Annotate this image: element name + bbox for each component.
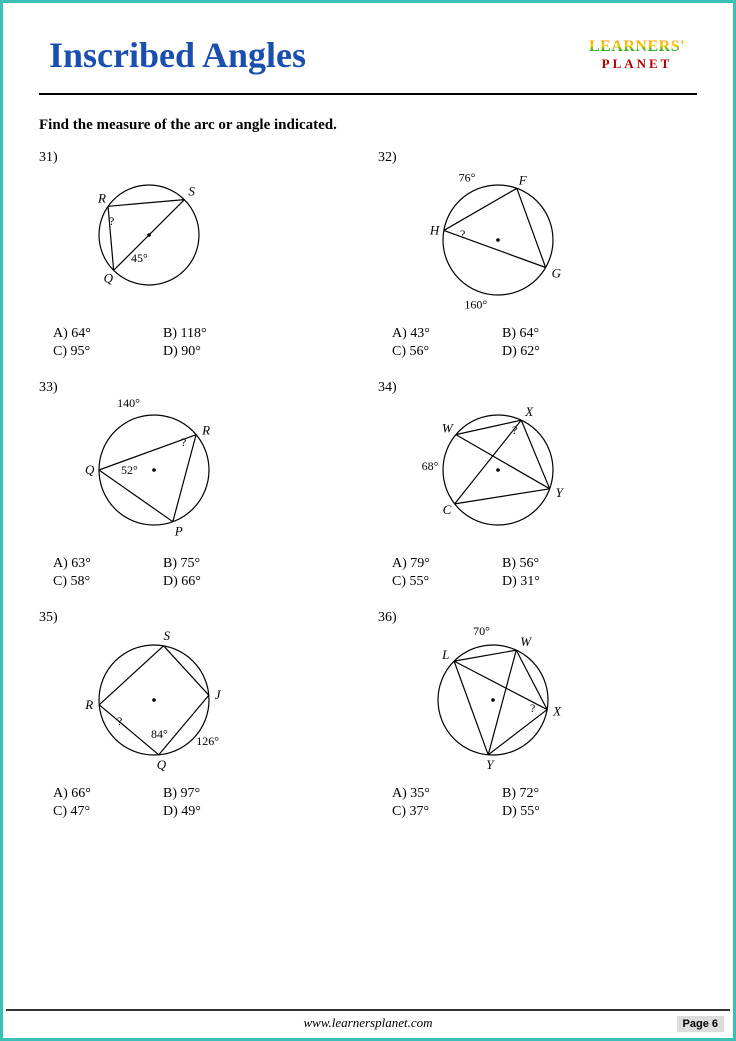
svg-text:P: P [174, 524, 183, 539]
choice: C) 95° [53, 344, 163, 360]
figure: F H G 76° 160°? [378, 170, 697, 320]
logo-line1: LEARNERS' [589, 38, 685, 56]
answer-choices: A) 64°B) 118°C) 95°D) 90° [39, 326, 358, 360]
figure: RQP140°52°? [39, 400, 358, 550]
svg-text:S: S [188, 184, 195, 199]
svg-text:H: H [429, 222, 440, 237]
svg-text:45°: 45° [131, 251, 148, 265]
choice: A) 64° [53, 326, 163, 342]
svg-text:W: W [442, 421, 454, 436]
website-url: www.learnersplanet.com [303, 1015, 432, 1031]
choice: D) 55° [502, 804, 612, 820]
svg-text:S: S [164, 628, 171, 643]
instruction-text: Find the measure of the arc or angle ind… [39, 117, 697, 134]
svg-text:L: L [441, 647, 449, 662]
answer-choices: A) 43°B) 64°C) 56°D) 62° [378, 326, 697, 360]
choice: D) 31° [502, 574, 612, 590]
svg-text:R: R [201, 423, 210, 438]
svg-text:Q: Q [104, 270, 114, 285]
choice: A) 66° [53, 786, 163, 802]
problem: 36) W L Y X 70°? A) 35°B) 72°C) 37°D) 55° [378, 610, 697, 820]
problem-number: 34) [378, 380, 697, 396]
choice: A) 79° [392, 556, 502, 572]
problem-number: 35) [39, 610, 358, 626]
svg-text:84°: 84° [151, 727, 168, 741]
problem-number: 36) [378, 610, 697, 626]
choice: B) 64° [502, 326, 612, 342]
svg-text:W: W [520, 634, 532, 649]
problem-number: 32) [378, 150, 697, 166]
svg-text:C: C [443, 502, 452, 517]
figure: WLYX70°? [378, 630, 697, 780]
problem: 31) R S Q 45°? A) 64°B) 118°C) 95°D) 90° [39, 150, 358, 360]
logo-line2: PLANET [602, 56, 673, 72]
svg-text:140°: 140° [117, 396, 140, 410]
svg-text:R: R [97, 190, 106, 205]
choice: A) 35° [392, 786, 502, 802]
svg-text:G: G [552, 266, 562, 281]
svg-text:X: X [524, 404, 534, 419]
svg-text:?: ? [117, 714, 122, 728]
svg-text:Q: Q [157, 757, 167, 772]
choice: A) 63° [53, 556, 163, 572]
choice: C) 47° [53, 804, 163, 820]
svg-text:Q: Q [85, 462, 95, 477]
svg-text:R: R [84, 697, 93, 712]
page-title: Inscribed Angles [39, 34, 306, 76]
worksheet-page: Inscribed Angles LEARNERS' PLANET Find t… [0, 0, 736, 1041]
choice: C) 37° [392, 804, 502, 820]
svg-text:?: ? [512, 423, 517, 437]
brand-logo: LEARNERS' PLANET [577, 25, 697, 85]
page-footer: www.learnersplanet.com Page 6 [6, 1009, 730, 1035]
svg-text:52°: 52° [121, 463, 138, 477]
answer-choices: A) 35°B) 72°C) 37°D) 55° [378, 786, 697, 820]
choice: C) 56° [392, 344, 502, 360]
header: Inscribed Angles LEARNERS' PLANET [39, 25, 697, 95]
svg-text:70°: 70° [473, 624, 490, 638]
problems-grid: 31) R S Q 45°? A) 64°B) 118°C) 95°D) 90° 32) F H… [39, 150, 697, 820]
answer-choices: A) 79°B) 56°C) 55°D) 31° [378, 556, 697, 590]
problem-number: 31) [39, 150, 358, 166]
choice: C) 58° [53, 574, 163, 590]
page-number: Page 6 [677, 1016, 724, 1032]
answer-choices: A) 66°B) 97°C) 47°D) 49° [39, 786, 358, 820]
svg-text:?: ? [109, 214, 114, 228]
answer-choices: A) 63°B) 75°C) 58°D) 66° [39, 556, 358, 590]
choice: B) 118° [163, 326, 273, 342]
svg-text:?: ? [530, 701, 535, 715]
choice: B) 56° [502, 556, 612, 572]
choice: D) 49° [163, 804, 273, 820]
svg-text:?: ? [181, 435, 186, 449]
choice: B) 75° [163, 556, 273, 572]
svg-text:126°: 126° [196, 734, 219, 748]
svg-text:F: F [518, 172, 528, 187]
svg-text:68°: 68° [422, 459, 439, 473]
svg-text:Y: Y [556, 485, 565, 500]
problem-number: 33) [39, 380, 358, 396]
problem: 32) F H G 76° 160°? A) 43°B) 64°C) 56°D) 62° [378, 150, 697, 360]
figure: S J R Q 126° 84°? [39, 630, 358, 780]
choice: D) 66° [163, 574, 273, 590]
choice: D) 90° [163, 344, 273, 360]
choice: A) 43° [392, 326, 502, 342]
svg-text:J: J [215, 687, 222, 702]
figure: X W C Y 68°? [378, 400, 697, 550]
figure: R S Q 45°? [39, 170, 358, 320]
choice: B) 72° [502, 786, 612, 802]
choice: B) 97° [163, 786, 273, 802]
svg-text:Y: Y [486, 757, 495, 772]
svg-text:160°: 160° [464, 297, 487, 311]
choice: D) 62° [502, 344, 612, 360]
problem: 35) S J R Q 126° 84°? A) 66°B) 97°C) 47°D) 49° [39, 610, 358, 820]
problem: 34) X W C Y 68°? A) 79°B) 56°C) 55°D) 31° [378, 380, 697, 590]
choice: C) 55° [392, 574, 502, 590]
problem: 33) R Q P 140° 52°? A) 63°B) 75°C) 58°D) 66° [39, 380, 358, 590]
svg-text:76°: 76° [459, 171, 476, 185]
svg-text:X: X [552, 704, 562, 719]
svg-text:?: ? [460, 227, 465, 241]
